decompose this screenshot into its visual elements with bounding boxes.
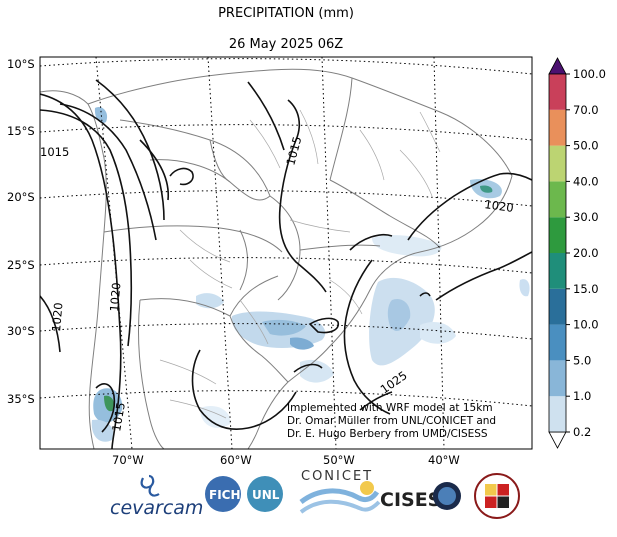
colorbar-tick-label: 5.0 <box>573 353 591 367</box>
isobar-label: 1020 <box>484 197 515 215</box>
cisess-logo: CISESS <box>380 482 461 511</box>
conicet-wordmark: CONICET <box>301 469 373 484</box>
colorbar-tick-label: 40.0 <box>573 174 599 188</box>
isobars <box>40 79 532 449</box>
credit-line: Dr. Omar Müller from UNL/CONICET and <box>287 415 496 427</box>
map-title: PRECIPITATION (mm) <box>218 6 354 21</box>
umd-seal <box>474 473 520 519</box>
fich-wordmark: FICH <box>209 488 241 502</box>
coastlines-borders <box>40 68 513 449</box>
colorbar-tick-label: 100.0 <box>573 67 606 81</box>
latitude-labels: 10°S 15°S 20°S 25°S 30°S 35°S <box>7 57 35 406</box>
conicet-logo: CONICET <box>299 469 381 514</box>
colorbar-tick-label: 0.2 <box>573 425 591 439</box>
logo-strip: cevarcam FICH UNL CONICET CISESS <box>110 469 520 519</box>
colorbar-segment <box>549 396 566 432</box>
lon-label: 40°W <box>428 453 460 467</box>
lon-label: 60°W <box>220 453 252 467</box>
lon-label: 50°W <box>323 453 355 467</box>
colorbar-tick-label: 1.0 <box>573 389 591 403</box>
isobar-label: 1015 <box>40 145 69 159</box>
colorbar-segment <box>549 181 566 218</box>
credit-line: Implemented with WRF model at 15km <box>287 402 493 414</box>
lat-label: 15°S <box>7 124 35 138</box>
lon-label: 70°W <box>112 453 144 467</box>
cevarcam-logo: cevarcam <box>110 474 203 519</box>
colorbar-segment <box>549 288 566 325</box>
colorbar-tick-label: 15.0 <box>573 282 599 296</box>
map-subtitle: 26 May 2025 06Z <box>228 37 344 52</box>
lat-label: 30°S <box>7 324 35 338</box>
colorbar-tick-label: 20.0 <box>573 246 599 260</box>
cevarcam-wordmark: cevarcam <box>110 497 203 519</box>
colorbar-tick-label: 10.0 <box>573 318 599 332</box>
isobar-label: 1020 <box>107 282 123 312</box>
colorbar-segment <box>549 145 566 182</box>
lat-label: 35°S <box>7 392 35 406</box>
colorbar-segment <box>549 74 566 110</box>
colorbar-tick-label: 50.0 <box>573 139 599 153</box>
lat-label: 10°S <box>7 57 35 71</box>
colorbar: 0.2 1.0 5.0 10.0 15.0 20.0 30.0 40.0 50.0 70.0 100… <box>548 57 606 449</box>
colorbar-segment <box>549 109 566 146</box>
colorbar-extend-min <box>548 431 567 449</box>
lat-label: 25°S <box>7 258 35 272</box>
colorbar-segment <box>549 217 566 253</box>
colorbar-segment <box>549 360 566 397</box>
colorbar-tick-label: 30.0 <box>573 210 599 224</box>
colorbar-segment <box>549 324 566 361</box>
map-frame <box>39 56 533 450</box>
model-credit: Implemented with WRF model at 15km Dr. O… <box>287 402 496 440</box>
isobar-label: 1015 <box>109 401 128 432</box>
fich-logo: FICH <box>205 476 241 512</box>
lat-label: 20°S <box>7 190 35 204</box>
unl-wordmark: UNL <box>252 488 280 502</box>
colorbar-segment <box>549 253 566 289</box>
colorbar-tick-label: 70.0 <box>573 103 599 117</box>
unl-logo: UNL <box>247 476 283 512</box>
credit-line: Dr. E. Hugo Berbery from UMD/CISESS <box>287 428 488 440</box>
colorbar-extend-max <box>548 57 567 75</box>
isobar-label: 1020 <box>49 302 65 332</box>
longitude-labels: 70°W 60°W 50°W 40°W <box>112 453 460 467</box>
